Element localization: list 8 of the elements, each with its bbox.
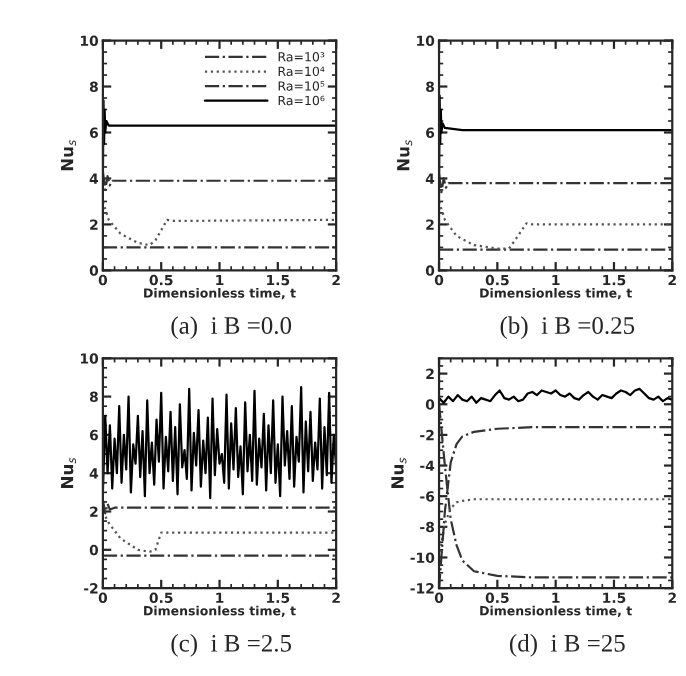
text: (c) i B =2.5 [171,634,292,657]
y-axis-title: Nu$_{s}$ [391,457,407,488]
y-axis-title: Nu$_{s}$ [61,140,77,171]
text: (d) i B =25 [509,634,625,657]
text: (a) i B =0.0 [171,316,292,340]
y-axis-title: Nu$_{s}$ [397,140,413,171]
y-axis-title: Nu$_{s}$ [61,457,77,488]
text: (b) i B =0.25 [500,316,635,340]
